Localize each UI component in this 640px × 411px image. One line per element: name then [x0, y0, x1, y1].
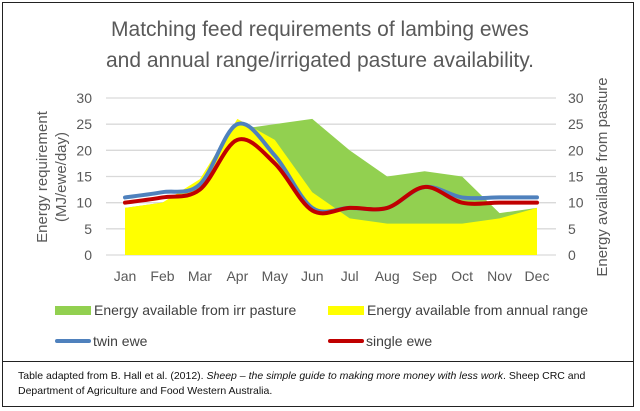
y-tick-label-left: 25 — [76, 116, 92, 132]
y-axis-label-right: Energy available from pasture — [594, 77, 611, 276]
y-axis-label-left-line-2: (MJ/ewe/day) — [53, 132, 70, 222]
y-tick-label-right: 10 — [568, 195, 584, 211]
y-tick-label-right: 0 — [568, 247, 576, 263]
chart-plot: 0 0 5 5 10 10 15 15 20 20 25 25 30 30 Jan Feb Mar Apr May J… — [34, 77, 611, 284]
caption-text-end: . Sheep CRC and Department of Agricultur… — [18, 370, 586, 397]
chart-title-line-1: Matching feed requirements of lambing ew… — [111, 18, 529, 41]
x-tick-label: Sep — [412, 268, 437, 284]
y-tick-label-right: 25 — [568, 116, 584, 132]
y-tick-label-left: 30 — [76, 90, 92, 106]
x-tick-label: Jan — [114, 268, 137, 284]
legend-label: Energy available from annual range — [367, 302, 589, 318]
x-tick-label: Mar — [188, 268, 212, 284]
y-tick-label-left: 0 — [84, 247, 92, 263]
x-tick-label: Nov — [487, 268, 512, 284]
legend-label: Energy available from irr pasture — [94, 302, 297, 318]
area-energy-available-from-annual-range — [125, 118, 537, 255]
legend-line-red — [328, 339, 364, 343]
y-tick-label-right: 5 — [568, 221, 576, 237]
x-tick-label: May — [262, 268, 288, 284]
caption-book-title: Sheep – the simple guide to making more … — [206, 370, 504, 382]
y-tick-label-left: 15 — [76, 169, 92, 185]
caption-text: Table adapted from B. Hall et al. (2012)… — [18, 370, 207, 382]
legend-label: twin ewe — [93, 333, 148, 349]
x-tick-label: Feb — [150, 268, 174, 284]
legend-swatch-green — [55, 305, 91, 315]
y-tick-label-right: 20 — [568, 142, 584, 158]
legend-twin-ewe: twin ewe — [55, 333, 147, 349]
legend-irr-pasture: Energy available from irr pasture — [55, 302, 296, 318]
source-caption: Table adapted from B. Hall et al. (2012)… — [18, 369, 628, 399]
y-tick-label-left: 5 — [84, 221, 92, 237]
x-tick-label: Dec — [525, 268, 550, 284]
x-tick-label: Jun — [301, 268, 324, 284]
x-tick-label: Apr — [226, 268, 248, 284]
legend-annual-range: Energy available from annual range — [328, 302, 588, 318]
chart-title-line-2: and annual range/irrigated pasture avail… — [105, 49, 535, 72]
line-single-ewe — [123, 137, 539, 216]
y-tick-label-right: 15 — [568, 169, 584, 185]
legend-label: single ewe — [366, 333, 433, 349]
x-tick-label: Aug — [375, 268, 400, 284]
legend-single-ewe: single ewe — [328, 333, 432, 349]
figure-frame — [2, 2, 634, 407]
x-tick-label: Oct — [451, 268, 473, 284]
caption-divider — [2, 361, 634, 362]
legend-swatch-yellow — [328, 305, 364, 315]
legend-line-blue — [55, 339, 91, 343]
y-tick-label-left: 20 — [76, 142, 92, 158]
y-tick-label-left: 10 — [76, 195, 92, 211]
y-axis-label-left-line-1: Energy requirement — [34, 110, 51, 243]
y-tick-label-right: 30 — [568, 90, 584, 106]
x-tick-label: Jul — [341, 268, 359, 284]
